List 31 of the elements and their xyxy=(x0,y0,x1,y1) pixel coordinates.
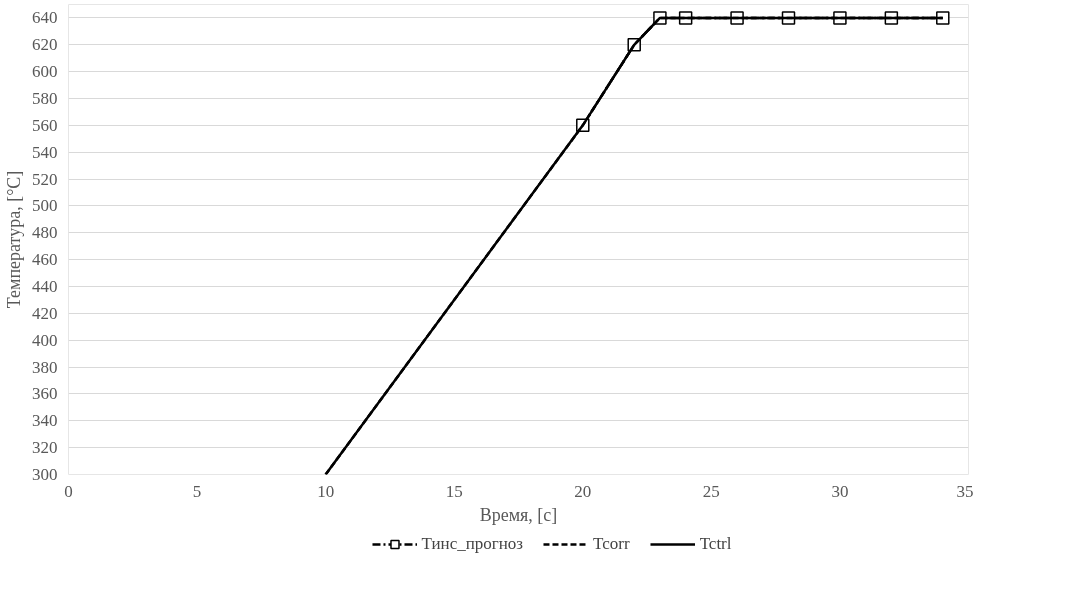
y-tick-label: 460 xyxy=(32,250,58,270)
y-tick-label: 420 xyxy=(32,303,58,323)
y-tick-label: 500 xyxy=(32,196,58,216)
y-tick-label: 400 xyxy=(32,330,58,350)
x-tick-label: 0 xyxy=(64,481,73,501)
legend-label: Tctrl xyxy=(699,534,732,554)
y-tick-label: 520 xyxy=(32,169,58,189)
legend-label: Тинс_прогноз xyxy=(421,534,524,554)
y-tick-label: 640 xyxy=(32,8,58,28)
y-axis-title: Температура, [°C] xyxy=(4,170,24,309)
y-tick-label: 440 xyxy=(32,277,58,296)
x-tick-label: 25 xyxy=(702,481,720,501)
y-tick-label: 380 xyxy=(32,357,58,377)
x-tick-label: 30 xyxy=(831,481,849,501)
legend-label: Tcorr xyxy=(593,534,630,554)
x-tick-label: 10 xyxy=(317,481,335,501)
y-tick-label: 560 xyxy=(32,115,58,135)
y-tick-label: 600 xyxy=(32,62,58,82)
y-tick-label: 480 xyxy=(32,223,58,243)
x-tick-label: 20 xyxy=(574,481,592,501)
x-tick-label: 5 xyxy=(192,481,202,501)
y-tick-label: 360 xyxy=(32,384,58,404)
y-tick-label: 620 xyxy=(32,35,58,55)
y-tick-label: 540 xyxy=(32,142,58,162)
y-tick-label: 320 xyxy=(32,438,58,458)
y-tick-label: 580 xyxy=(32,89,58,108)
y-tick-label: 340 xyxy=(32,411,58,431)
y-tick-label: 300 xyxy=(32,465,58,484)
x-tick-label: 35 xyxy=(956,481,974,501)
x-tick-label: 15 xyxy=(445,481,463,501)
x-axis-title: Время, [c] xyxy=(479,504,558,525)
